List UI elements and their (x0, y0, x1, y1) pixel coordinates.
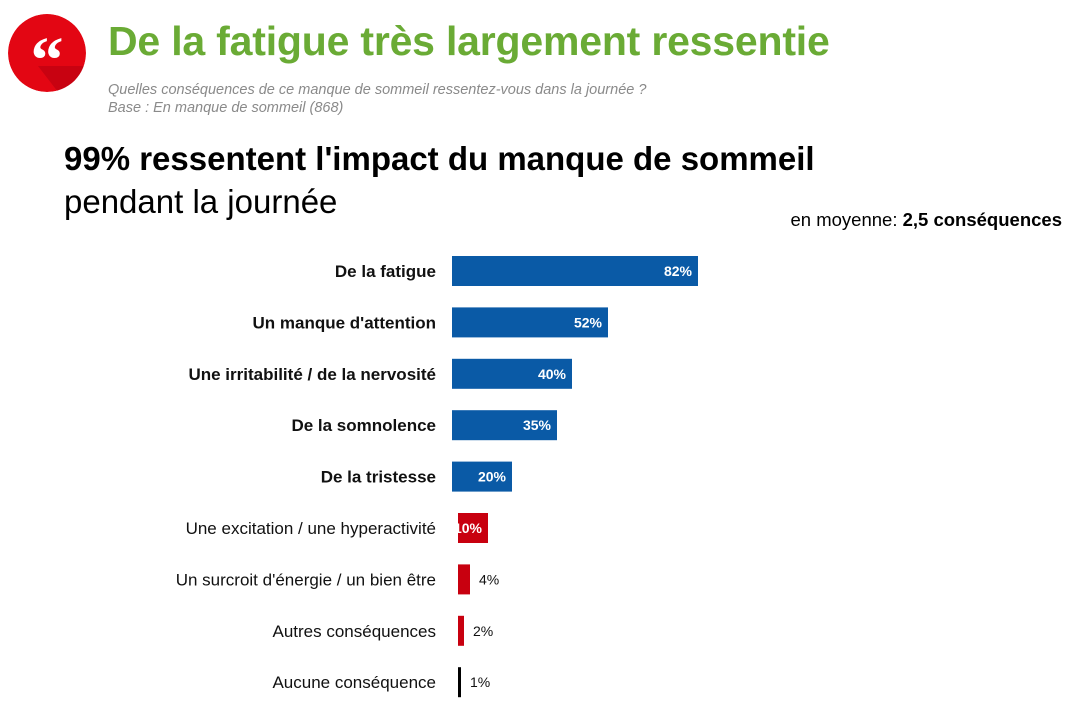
value-label-0: 82% (664, 263, 693, 279)
value-label-1: 52% (574, 314, 603, 330)
value-label-3: 35% (523, 417, 552, 433)
average-value: 2,5 conséquences (902, 209, 1062, 230)
bar-6 (458, 564, 470, 595)
category-label-1: Un manque d'attention (253, 313, 436, 332)
bar-0 (452, 256, 698, 286)
svg-text:“: “ (31, 24, 64, 92)
average-prefix: en moyenne: (790, 209, 903, 230)
bar-8 (458, 667, 461, 698)
bar-4 (452, 461, 512, 492)
category-label-5: Une excitation / une hyperactivité (186, 519, 436, 538)
bar-5 (458, 513, 488, 543)
category-label-8: Aucune conséquence (272, 673, 436, 692)
headline-bold: 99% ressentent l'impact du manque de som… (64, 140, 815, 177)
headline-normal: pendant la journée (64, 183, 338, 220)
survey-base: Base : En manque de sommeil (868) (108, 100, 344, 116)
page-title: De la fatigue très largement ressentie (108, 18, 830, 64)
category-label-3: De la somnolence (291, 416, 436, 435)
value-label-6: 4% (479, 571, 499, 587)
value-label-8: 1% (470, 674, 490, 690)
category-label-6: Un surcroit d'énergie / un bien être (176, 570, 436, 589)
value-label-2: 40% (538, 366, 567, 382)
bar-1 (452, 307, 608, 338)
value-label-5: 10% (454, 520, 483, 536)
average-consequences: en moyenne: 2,5 conséquences (791, 209, 1063, 231)
bar-3 (452, 410, 557, 441)
category-label-0: De la fatigue (335, 262, 436, 281)
category-label-4: De la tristesse (321, 468, 436, 487)
bar-7 (458, 615, 464, 646)
bar-2 (452, 358, 572, 389)
value-label-4: 20% (478, 469, 507, 485)
survey-question: Quelles conséquences de ce manque de som… (108, 82, 647, 98)
category-label-7: Autres conséquences (273, 622, 437, 641)
value-label-7: 2% (473, 623, 493, 639)
category-label-2: Une irritabilité / de la nervosité (188, 365, 436, 384)
quote-badge-icon: “ (8, 14, 86, 92)
